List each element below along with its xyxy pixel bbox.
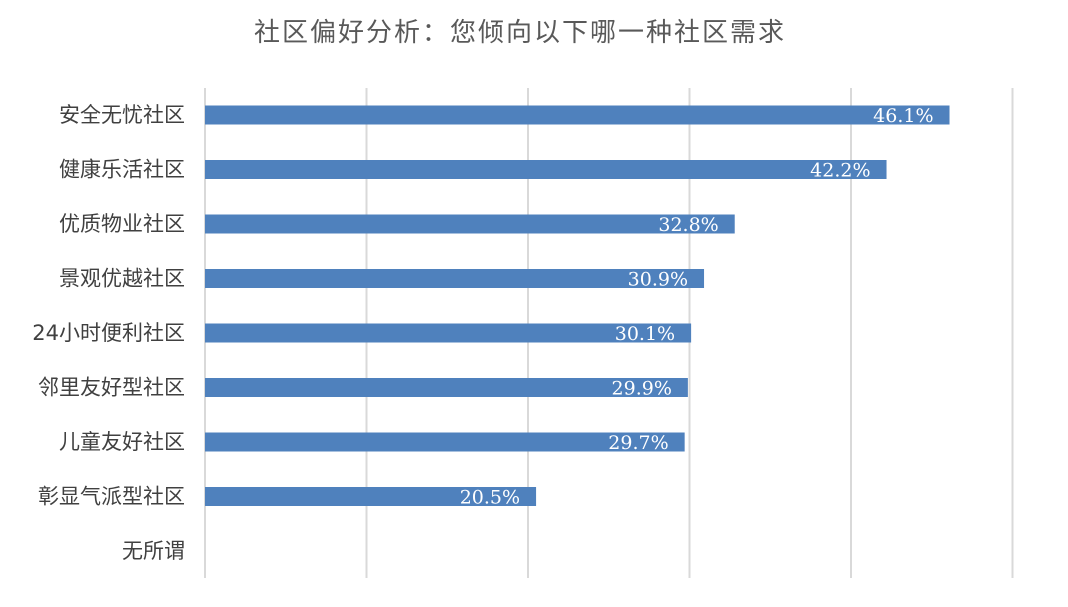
bar-5 [205, 378, 688, 397]
bar-7 [205, 487, 537, 506]
category-label-7: 彰显气派型社区 [38, 485, 185, 509]
data-label-7: 20.5% [460, 487, 520, 509]
bar-0 [205, 105, 950, 125]
bar-1 [205, 160, 887, 179]
data-label-1: 42.2% [810, 160, 870, 182]
bar-4 [205, 323, 692, 343]
category-label-5: 邻里友好型社区 [38, 376, 185, 400]
category-label-1: 健康乐活社区 [59, 158, 185, 182]
category-label-8: 无所谓 [122, 539, 185, 563]
data-label-3: 30.9% [628, 269, 688, 291]
data-label-2: 32.8% [658, 214, 718, 236]
bar-2 [205, 214, 735, 234]
bar-3 [205, 269, 705, 288]
category-label-0: 安全无忧社区 [59, 103, 185, 127]
bar-6 [205, 432, 685, 452]
category-label-3: 景观优越社区 [59, 267, 185, 291]
category-label-4: 24小时便利社区 [32, 321, 185, 345]
category-label-2: 优质物业社区 [59, 212, 185, 236]
chart-title: 社区偏好分析：您倾向以下哪一种社区需求 [253, 18, 786, 48]
data-label-0: 46.1% [873, 105, 933, 127]
category-label-6: 儿童友好社区 [59, 430, 185, 454]
data-label-6: 29.7% [608, 432, 668, 454]
data-label-5: 29.9% [612, 378, 672, 400]
data-label-4: 30.1% [615, 323, 675, 345]
